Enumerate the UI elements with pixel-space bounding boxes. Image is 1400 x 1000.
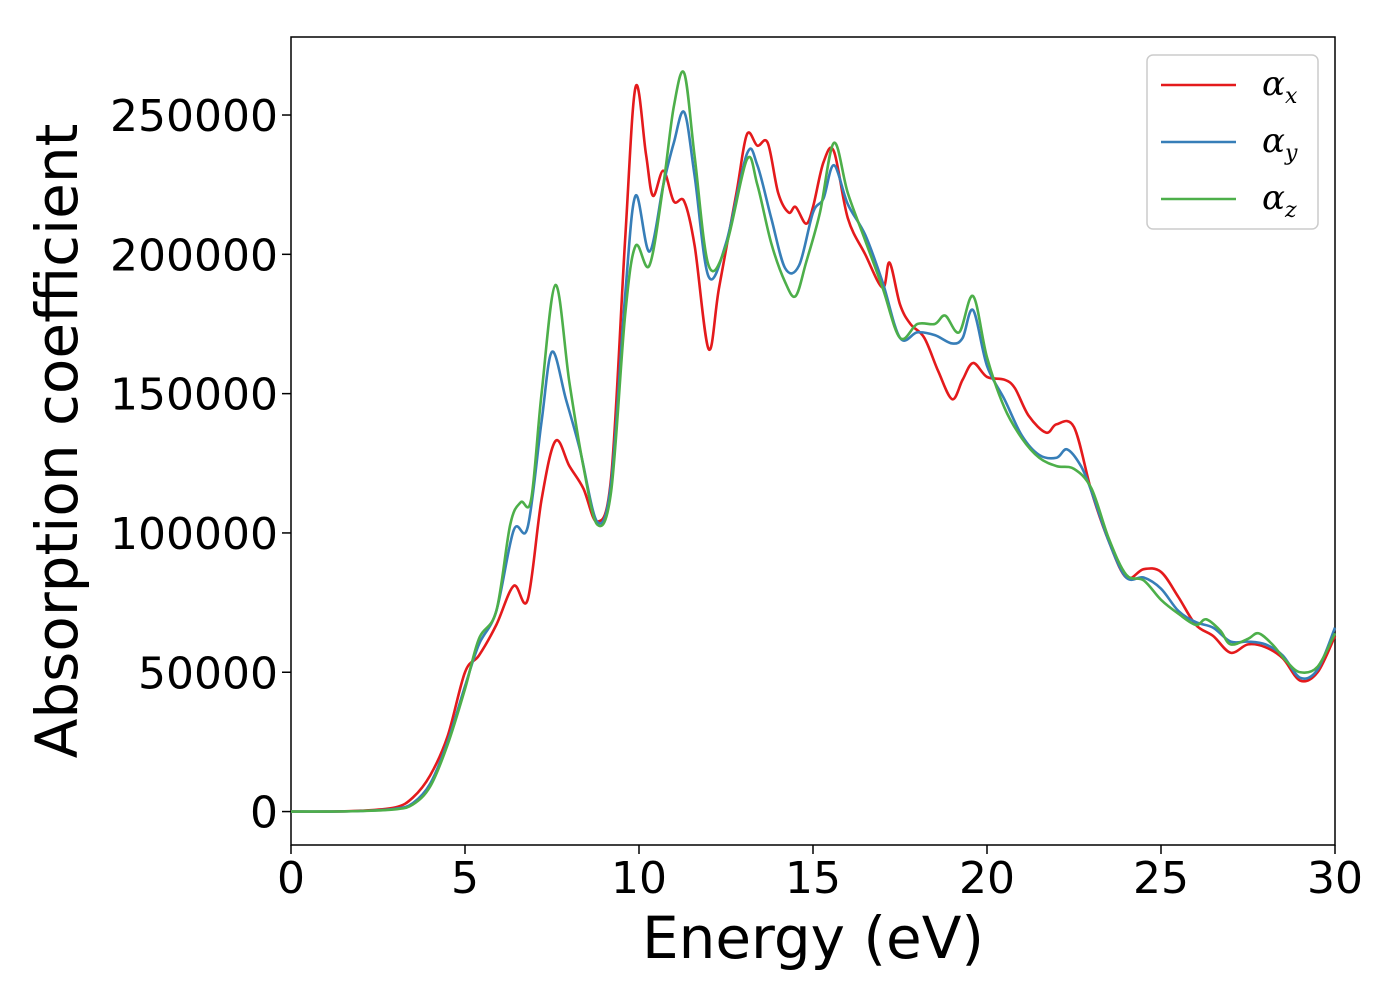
x-axis: 0 5 10 15 20 25 30 [277,845,1363,904]
y-tick-label: 200000 [110,230,278,281]
y-tick-label: 0 [250,788,278,839]
y-tick-label: 100000 [110,509,278,560]
x-tick-label: 0 [277,853,305,904]
y-axis: 0 50000 100000 150000 200000 250000 [110,91,291,839]
y-axis-label: Absorption coefficient [23,124,91,759]
x-tick-label: 30 [1307,853,1363,904]
y-tick-label: 250000 [110,91,278,142]
x-axis-label: Energy (eV) [642,904,984,972]
legend-label-z: αz [1262,178,1297,223]
legend-label-x: αx [1262,64,1298,109]
legend: αx αy αz [1146,54,1319,230]
x-tick-label: 10 [611,853,667,904]
y-tick-label: 50000 [138,648,278,699]
x-tick-label: 15 [785,853,841,904]
x-tick-label: 5 [451,853,479,904]
series-layer [290,70,1337,813]
series-line-y [290,110,1337,813]
x-tick-label: 25 [1133,853,1189,904]
x-tick-label: 20 [959,853,1015,904]
series-line-z [290,70,1337,813]
y-tick-label: 150000 [110,370,278,421]
legend-label-y: αy [1262,121,1298,166]
